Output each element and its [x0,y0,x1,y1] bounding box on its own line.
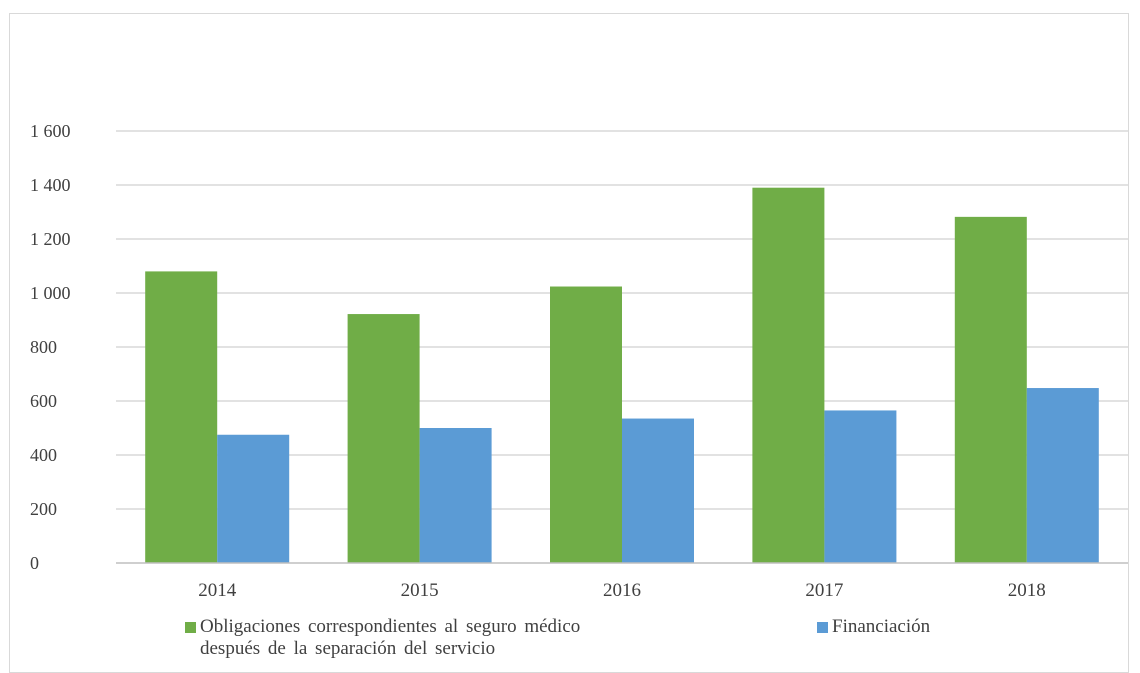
legend-label-financiacion: Financiación [832,616,931,637]
bar-financiacion-2018 [1026,388,1099,563]
legend-label-obligaciones-line1: Obligaciones correspondientes al seguro … [200,616,581,637]
y-tick-label: 1 200 [30,229,71,249]
x-tick-label: 2014 [198,580,237,601]
legend-item-obligaciones: Obligaciones correspondientes al seguro … [185,616,580,660]
y-tick-label: 0 [30,553,39,573]
y-tick-label: 1 400 [30,175,71,195]
x-tick-label: 2016 [603,580,641,601]
bar-obligaciones-2018 [954,216,1027,564]
bar-obligaciones-2017 [752,187,825,563]
y-tick-label: 1 000 [30,283,71,303]
y-tick-label: 1 600 [30,121,71,141]
x-axis-ticks: 2014 2015 2016 2017 2018 [198,580,1046,601]
y-tick-label: 400 [30,445,57,465]
x-tick-label: 2018 [1008,580,1046,601]
legend-swatch-financiacion [817,622,828,633]
legend: Obligaciones correspondientes al seguro … [0,616,1140,666]
y-axis-ticks: 0 200 400 600 800 1 000 1 200 1 400 1 600 [30,121,71,573]
bar-financiacion-2015 [419,428,492,563]
y-tick-label: 200 [30,499,57,519]
bar-obligaciones-2015 [347,314,420,563]
bars [145,187,1099,564]
bar-obligaciones-2016 [550,286,622,563]
bar-financiacion-2014 [217,434,290,563]
bar-obligaciones-2014 [145,271,218,563]
legend-item-financiacion: Financiación [817,616,930,638]
bar-financiacion-2016 [622,418,694,563]
y-tick-label: 600 [30,391,57,411]
bar-financiacion-2017 [824,410,897,563]
legend-label-obligaciones-line2: después de la separación del servicio [200,638,496,659]
x-tick-label: 2015 [401,580,439,601]
y-tick-label: 800 [30,337,57,357]
legend-swatch-obligaciones [185,622,196,633]
x-tick-label: 2017 [805,580,843,601]
